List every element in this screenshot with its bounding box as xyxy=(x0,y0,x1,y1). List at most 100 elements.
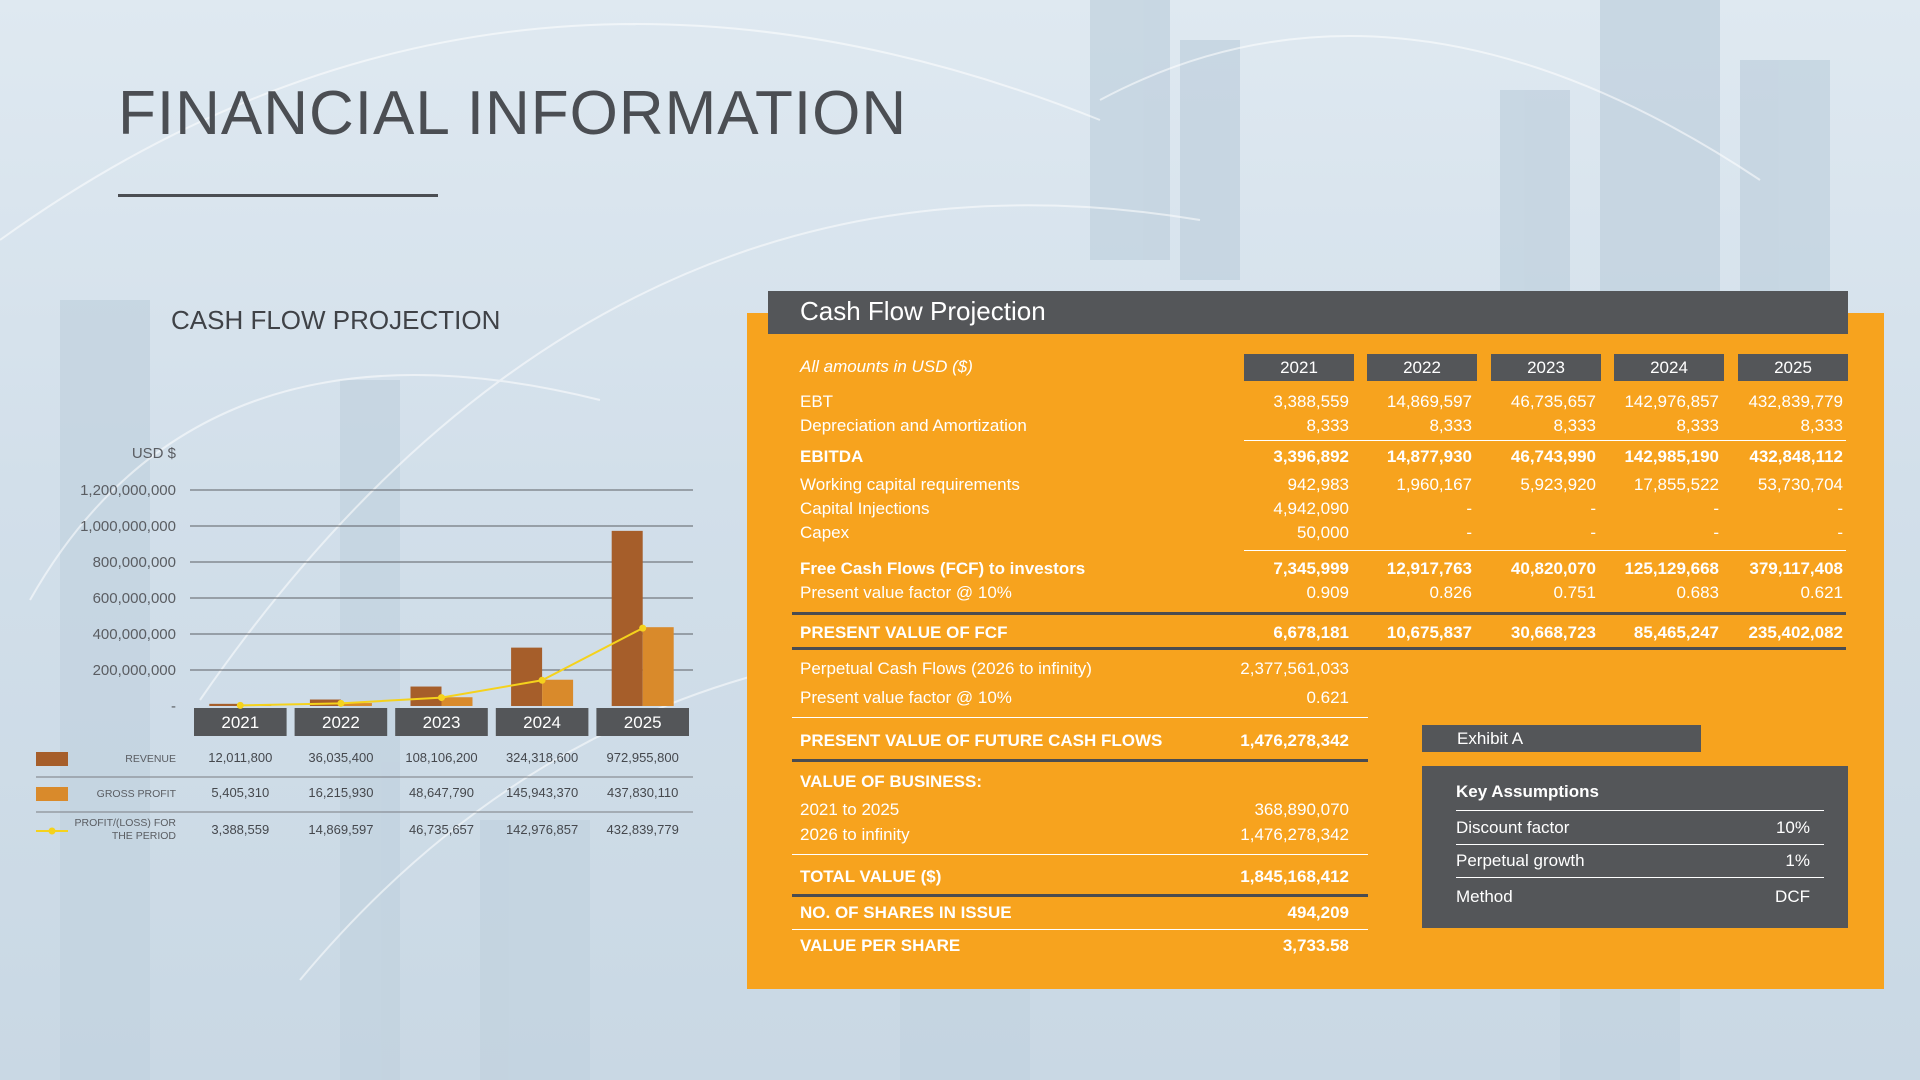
x-tick-label: 2025 xyxy=(624,713,662,732)
row-value: 379,117,408 xyxy=(1749,559,1843,578)
value-of-business-item-label: 2026 to infinity xyxy=(800,825,910,844)
row-label: EBT xyxy=(800,392,834,411)
section-rule xyxy=(792,854,1368,855)
row-label: PRESENT VALUE OF FCF xyxy=(800,623,1008,642)
pv-future-label: PRESENT VALUE OF FUTURE CASH FLOWS xyxy=(800,731,1163,750)
row-value: 8,333 xyxy=(1553,416,1596,435)
row-value: 3,388,559 xyxy=(1273,392,1349,411)
row-value: 0.909 xyxy=(1306,583,1349,602)
row-value: 142,976,857 xyxy=(1624,392,1719,411)
assumption-rule xyxy=(1456,844,1824,845)
row-label: Capital Injections xyxy=(800,499,930,518)
row-value: - xyxy=(1837,499,1843,518)
y-axis-label: USD $ xyxy=(132,445,177,462)
row-value: 125,129,668 xyxy=(1624,559,1719,578)
profit-point xyxy=(337,699,345,707)
page-title: FINANCIAL INFORMATION xyxy=(118,79,908,148)
y-tick-label: 400,000,000 xyxy=(93,626,176,643)
gross-profit-bar xyxy=(542,679,574,706)
row-value: 8,333 xyxy=(1306,416,1349,435)
data-value-label: 145,943,370 xyxy=(506,785,578,800)
row-value: 7,345,999 xyxy=(1273,559,1349,578)
x-tick-label: 2024 xyxy=(523,713,561,732)
row-value: 50,000 xyxy=(1297,523,1349,542)
section-rule xyxy=(792,717,1368,718)
y-tick-label: 1,000,000,000 xyxy=(80,518,176,535)
cash-flow-chart: USD $ 1,200,000,000 1,000,000,000 800,000,0… xyxy=(36,445,693,842)
year-column-header: 2023 xyxy=(1491,354,1601,381)
section-rule xyxy=(792,929,1368,930)
row-value: 942,983 xyxy=(1287,475,1349,494)
row-value: 5,923,920 xyxy=(1520,475,1596,494)
legend-swatch xyxy=(36,787,68,801)
gross-profit-bar xyxy=(340,703,372,706)
row-value: 0.683 xyxy=(1676,583,1719,602)
legend-label: PROFIT/(LOSS) FOR xyxy=(74,817,176,829)
data-value-label: 46,735,657 xyxy=(409,822,474,837)
assumption-rule xyxy=(1456,877,1824,878)
profit-point xyxy=(438,694,445,702)
revenue-bar xyxy=(611,530,643,706)
assumption-value: 10% xyxy=(1775,818,1810,837)
row-value: 53,730,704 xyxy=(1757,475,1843,494)
category-box xyxy=(294,708,388,736)
row-label: Depreciation and Amortization xyxy=(800,416,1027,435)
key-assumptions-box xyxy=(1422,766,1848,928)
row-value: - xyxy=(1590,499,1596,518)
perpetual-factor-label: Present value factor @ 10% xyxy=(800,688,1012,707)
row-value: 40,820,070 xyxy=(1510,559,1596,578)
row-value: 3,396,892 xyxy=(1273,447,1349,466)
revenue-bar xyxy=(511,647,543,706)
row-value: 14,869,597 xyxy=(1386,392,1472,411)
row-value: - xyxy=(1713,499,1719,518)
row-value: - xyxy=(1713,523,1719,542)
total-value-label: TOTAL VALUE ($) xyxy=(800,867,942,886)
title-underline xyxy=(118,194,438,197)
pv-future-value: 1,476,278,342 xyxy=(1240,731,1349,750)
perpetual-factor-value: 0.621 xyxy=(1306,688,1349,707)
row-label: Capex xyxy=(800,523,850,542)
row-value: 17,855,522 xyxy=(1633,475,1719,494)
data-value-label: 142,976,857 xyxy=(506,822,578,837)
legend-marker xyxy=(48,827,56,835)
row-value: 8,333 xyxy=(1429,416,1472,435)
profit-point xyxy=(236,701,244,709)
row-value: 12,917,763 xyxy=(1386,559,1472,578)
gross-profit-bar xyxy=(441,697,473,706)
subtotal-rule xyxy=(1244,550,1846,551)
category-box xyxy=(194,708,287,736)
row-value: 0.751 xyxy=(1553,583,1596,602)
year-column-header: 2022 xyxy=(1367,354,1477,381)
category-box xyxy=(395,708,488,736)
row-value: - xyxy=(1837,523,1843,542)
legend-label: REVENUE xyxy=(125,753,176,765)
row-value: 8,333 xyxy=(1676,416,1719,435)
units-note: All amounts in USD ($) xyxy=(800,357,973,376)
total-value-value: 1,845,168,412 xyxy=(1240,867,1349,886)
category-box xyxy=(495,708,589,736)
value-of-business-item-label: 2021 to 2025 xyxy=(800,800,900,819)
value-per-share-value: 3,733.58 xyxy=(1282,936,1349,955)
section-rule xyxy=(792,647,1846,650)
row-value: 6,678,181 xyxy=(1273,623,1349,642)
assumption-rule xyxy=(1456,810,1824,811)
row-value: 235,402,082 xyxy=(1748,623,1843,642)
y-tick-label: - xyxy=(171,698,176,715)
data-value-label: 3,388,559 xyxy=(211,822,269,837)
year-column-header: 2021 xyxy=(1244,354,1354,381)
row-value: 432,839,779 xyxy=(1748,392,1843,411)
year-column-header: 2024 xyxy=(1614,354,1724,381)
data-value-label: 972,955,800 xyxy=(607,750,679,765)
data-value-label: 48,647,790 xyxy=(409,785,474,800)
table-header: Cash Flow Projection xyxy=(768,291,1848,334)
subtotal-rule xyxy=(1244,440,1846,441)
row-value: 432,848,112 xyxy=(1749,447,1843,466)
row-value: 8,333 xyxy=(1800,416,1843,435)
gross-profit-bar xyxy=(642,627,674,706)
row-value: 1,960,167 xyxy=(1396,475,1472,494)
assumption-value: 1% xyxy=(1785,851,1810,870)
row-label: Working capital requirements xyxy=(800,475,1020,494)
y-tick-label: 1,200,000,000 xyxy=(80,482,176,499)
perpetual-label: Perpetual Cash Flows (2026 to infinity) xyxy=(800,659,1092,678)
legend-label: THE PERIOD xyxy=(112,830,177,842)
